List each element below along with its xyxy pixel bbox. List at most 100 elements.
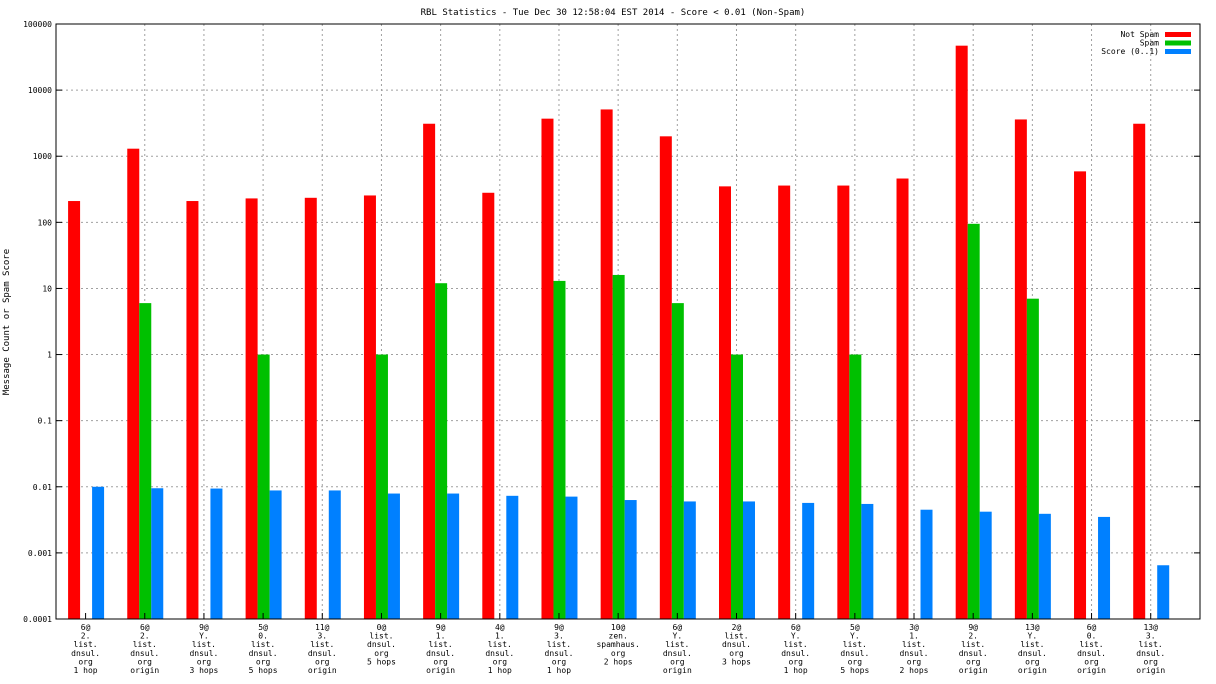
- x-tick-label: 1.: [436, 632, 446, 641]
- bar-score-0-1: [742, 501, 755, 619]
- x-tick-label: 3 hops: [722, 657, 751, 666]
- x-tick-label: 3.: [317, 632, 327, 641]
- bar-not-spam: [363, 195, 376, 619]
- bar-spam: [730, 354, 743, 619]
- y-tick-label: 100: [38, 218, 53, 227]
- bar-not-spam: [186, 201, 199, 619]
- x-tick-label: 3 hops: [189, 666, 218, 675]
- x-tick-label: org: [493, 657, 508, 666]
- x-tick-label: 6@: [81, 623, 91, 632]
- x-tick-label: list.: [488, 640, 512, 649]
- bar-not-spam: [304, 197, 317, 619]
- x-tick-label: Y.: [199, 632, 209, 641]
- x-tick-label: 0.: [1087, 632, 1097, 641]
- plot-frame: [55, 23, 1201, 620]
- x-tick-label: origin: [663, 666, 692, 675]
- y-tick-label: 0.1: [38, 417, 53, 426]
- x-tick-label: 5@: [850, 623, 860, 632]
- x-tick-label: 3.: [554, 632, 564, 641]
- bar-score-0-1: [92, 486, 105, 619]
- x-tick-label: dnsul.: [1077, 649, 1106, 658]
- bar-score-0-1: [1038, 513, 1051, 619]
- x-tick-label: dnsul.: [959, 649, 988, 658]
- bar-not-spam: [837, 185, 850, 620]
- x-tick-label: org: [966, 657, 981, 666]
- x-tick-label: org: [552, 657, 567, 666]
- x-tick-label: dnsul.: [1136, 649, 1165, 658]
- x-tick-label: dnsul.: [1018, 649, 1047, 658]
- bar-spam: [435, 283, 448, 619]
- x-tick-label: dnsul.: [722, 640, 751, 649]
- bar-spam: [553, 280, 566, 619]
- x-tick-label: dnsul.: [308, 649, 337, 658]
- bar-not-spam: [482, 192, 495, 619]
- x-tick-label: origin: [426, 666, 455, 675]
- x-tick-label: origin: [308, 666, 337, 675]
- bar-score-0-1: [979, 511, 992, 619]
- x-tick-label: zen.: [609, 632, 628, 641]
- x-tick-label: Y.: [791, 632, 801, 641]
- y-tick-label: 1000: [33, 152, 52, 161]
- bar-score-0-1: [861, 503, 874, 619]
- x-tick-label: 6@: [1087, 623, 1097, 632]
- x-tick-label: list.: [843, 640, 867, 649]
- bar-not-spam: [1014, 119, 1027, 619]
- x-tick-label: 6@: [140, 623, 150, 632]
- legend-label: Score (0..1): [1101, 47, 1159, 56]
- bar-score-0-1: [506, 495, 519, 619]
- x-tick-label: 1.: [909, 632, 919, 641]
- x-tick-label: origin: [1077, 666, 1106, 675]
- x-tick-label: dnsul.: [71, 649, 100, 658]
- bar-not-spam: [1133, 123, 1146, 619]
- bar-score-0-1: [387, 493, 400, 619]
- x-tick-label: org: [611, 649, 626, 658]
- x-tick-label: dnsul.: [249, 649, 278, 658]
- x-tick-label: 0.: [258, 632, 268, 641]
- x-tick-label: 1 hop: [784, 666, 808, 675]
- x-tick-label: org: [729, 649, 744, 658]
- x-tick-label: 2 hops: [900, 666, 929, 675]
- x-tick-label: spamhaus.: [596, 640, 639, 649]
- bar-spam: [849, 354, 862, 619]
- x-tick-label: Y.: [1028, 632, 1038, 641]
- y-tick-label: 100000: [23, 20, 52, 29]
- x-tick-label: org: [315, 657, 330, 666]
- bar-not-spam: [127, 148, 140, 619]
- x-tick-label: org: [138, 657, 153, 666]
- x-tick-label: dnsul.: [781, 649, 810, 658]
- x-tick-label: 6@: [673, 623, 683, 632]
- x-tick-label: org: [670, 657, 685, 666]
- bar-not-spam: [778, 185, 791, 620]
- bar-score-0-1: [269, 490, 282, 619]
- x-tick-label: 2.: [81, 632, 91, 641]
- bar-not-spam: [423, 123, 436, 619]
- x-tick-label: org: [788, 657, 803, 666]
- legend-swatch: [1165, 49, 1191, 54]
- x-tick-label: 5@: [258, 623, 268, 632]
- x-tick-label: 1 hop: [547, 666, 571, 675]
- x-tick-label: list.: [133, 640, 157, 649]
- x-tick-label: dnsul.: [426, 649, 455, 658]
- x-tick-label: 4@: [495, 623, 505, 632]
- x-tick-label: origin: [959, 666, 988, 675]
- x-tick-label: dnsul.: [840, 649, 869, 658]
- x-tick-label: list.: [724, 632, 748, 641]
- x-tick-label: 5 hops: [367, 657, 396, 666]
- bar-spam: [139, 303, 152, 619]
- bars: [68, 45, 1170, 620]
- x-tick-label: org: [78, 657, 93, 666]
- x-tick-label: org: [374, 649, 389, 658]
- x-tick-label: list.: [665, 640, 689, 649]
- x-tick-label: 9@: [199, 623, 209, 632]
- bar-not-spam: [245, 198, 258, 619]
- legend-label: Not Spam: [1120, 30, 1159, 39]
- x-tick-label: org: [256, 657, 271, 666]
- y-tick-label: 1: [47, 351, 52, 360]
- x-tick-label: Y.: [850, 632, 860, 641]
- x-tick-label: 5 hops: [840, 666, 869, 675]
- x-tick-label: 2.: [140, 632, 150, 641]
- x-tick-label: list.: [902, 640, 926, 649]
- y-tick-label: 0.0001: [23, 615, 52, 624]
